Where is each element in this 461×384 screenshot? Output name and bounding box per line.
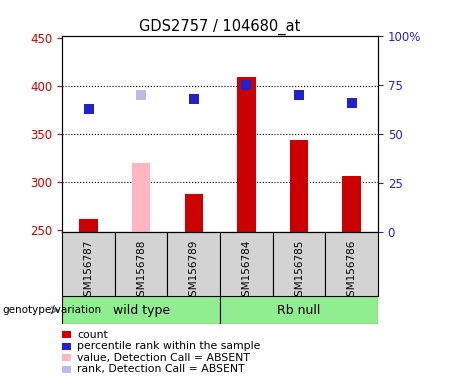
Bar	[132, 163, 150, 232]
Text: GSM156784: GSM156784	[242, 240, 251, 303]
Bar	[62, 232, 115, 296]
Text: value, Detection Call = ABSENT: value, Detection Call = ABSENT	[77, 353, 250, 363]
Bar	[62, 343, 71, 350]
Bar	[62, 296, 220, 324]
Text: wild type: wild type	[112, 304, 170, 316]
Text: percentile rank within the sample: percentile rank within the sample	[77, 341, 261, 351]
Bar	[220, 232, 273, 296]
Bar	[62, 366, 71, 373]
Bar	[325, 232, 378, 296]
Text: rank, Detection Call = ABSENT: rank, Detection Call = ABSENT	[77, 364, 245, 374]
Text: GSM156787: GSM156787	[83, 240, 94, 303]
Text: count: count	[77, 330, 108, 340]
Bar	[115, 232, 167, 296]
Bar	[62, 354, 71, 361]
Text: GSM156788: GSM156788	[136, 240, 146, 303]
Bar	[62, 331, 71, 338]
Bar	[290, 140, 308, 232]
Bar	[79, 219, 98, 232]
Bar	[184, 194, 203, 232]
Text: GSM156789: GSM156789	[189, 240, 199, 303]
Text: Rb null: Rb null	[278, 304, 321, 316]
Bar	[237, 77, 256, 232]
Text: GSM156785: GSM156785	[294, 240, 304, 303]
Bar	[167, 232, 220, 296]
Bar	[273, 232, 325, 296]
Bar	[343, 176, 361, 232]
Title: GDS2757 / 104680_at: GDS2757 / 104680_at	[139, 19, 301, 35]
Text: GSM156786: GSM156786	[347, 240, 357, 303]
Text: genotype/variation: genotype/variation	[2, 305, 101, 315]
Bar	[220, 296, 378, 324]
